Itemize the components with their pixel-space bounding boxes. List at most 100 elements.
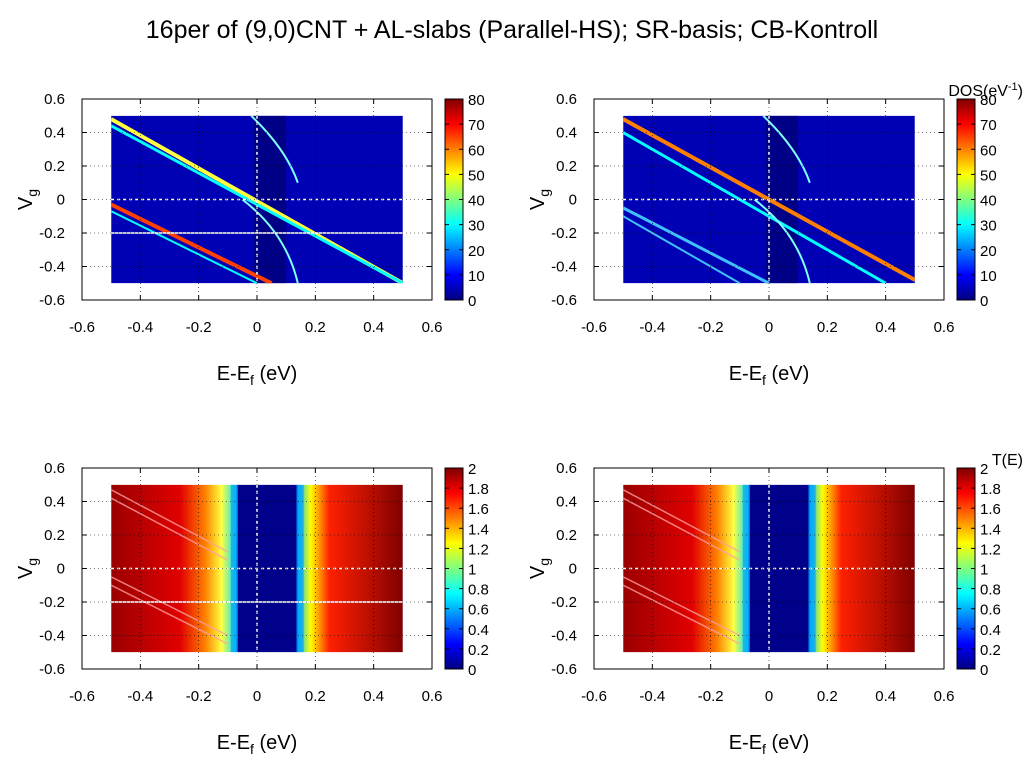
colorbar-tick-label: 10 bbox=[980, 268, 997, 285]
x-tick-label: 0.2 bbox=[305, 688, 326, 705]
x-tick-label: 0.6 bbox=[422, 319, 443, 336]
colorbar-tick-label: 10 bbox=[468, 268, 485, 285]
colorbar-tick-label: 60 bbox=[468, 142, 485, 159]
x-tick-label: 0.2 bbox=[817, 319, 838, 336]
y-tick-label: 0 bbox=[569, 561, 577, 578]
transmission-band-3 bbox=[623, 576, 741, 637]
x-tick-label: -0.2 bbox=[698, 688, 724, 705]
x-tick-label: -0.6 bbox=[581, 688, 607, 705]
colorbar-tick-label: 40 bbox=[980, 193, 997, 210]
x-tick-label: 0 bbox=[253, 688, 261, 705]
colorbar-tick-label: 1 bbox=[980, 562, 988, 579]
y-tick-label: -0.6 bbox=[551, 661, 577, 678]
y-tick-label: 0.2 bbox=[556, 158, 577, 175]
y-tick-label: -0.2 bbox=[551, 225, 577, 242]
colorbar-tick-label: 1 bbox=[468, 562, 476, 579]
transmission-band-2 bbox=[111, 497, 229, 561]
colorbar-tick-label: 1.4 bbox=[980, 521, 1001, 538]
y-tick-label: -0.4 bbox=[39, 628, 65, 645]
colorbar-tick-label: 70 bbox=[468, 117, 485, 134]
y-tick-label: 0.4 bbox=[44, 494, 65, 511]
x-tick-label: -0.2 bbox=[186, 688, 212, 705]
x-tick-label: 0 bbox=[765, 688, 773, 705]
colorbar-tick-label: 60 bbox=[980, 142, 997, 159]
chart-panel-2: -0.6 -0.4 -0.2 0 0.2 0.4 0.6 0.6 0.4 0.2 0 -0.2 -0.4… bbox=[527, 81, 1023, 388]
dos-curve-upper bbox=[762, 115, 811, 184]
colorbar-title: DOS(eV-1) bbox=[948, 81, 1023, 100]
y-tick-label: 0 bbox=[569, 192, 577, 209]
dos-band-2 bbox=[111, 124, 403, 284]
x-tick-label: 0.4 bbox=[875, 319, 896, 336]
x-tick-label: 0.4 bbox=[363, 688, 384, 705]
dos-curve-lower bbox=[241, 198, 299, 284]
colorbar-tick-label: 1.8 bbox=[468, 481, 489, 498]
colorbar-tick-label: 50 bbox=[980, 167, 997, 184]
y-tick-label: 0.4 bbox=[556, 125, 577, 142]
y-tick-label: -0.6 bbox=[39, 661, 65, 678]
y-tick-label: 0 bbox=[57, 561, 65, 578]
y-tick-label: 0.6 bbox=[44, 91, 65, 108]
dos-curve-lower bbox=[753, 198, 811, 284]
y-tick-label: 0.6 bbox=[556, 91, 577, 108]
colorbar-tick-label: 2 bbox=[980, 461, 988, 478]
x-axis-label: E-Ef (eV) bbox=[729, 363, 810, 388]
colorbar-title: T(E) bbox=[992, 452, 1023, 469]
colorbar-tick-label: 0.2 bbox=[980, 642, 1001, 659]
chart-panel-4: -0.6 -0.4 -0.2 0 0.2 0.4 0.6 0.6 0.4 0.2 0 -0.2 -0.4… bbox=[527, 452, 1023, 757]
transmission-band-1 bbox=[111, 489, 229, 553]
colorbar-tick-label: 0.6 bbox=[468, 602, 489, 619]
x-tick-label: -0.2 bbox=[698, 319, 724, 336]
colorbar-tick-label: 0.4 bbox=[980, 622, 1001, 639]
x-tick-label: -0.4 bbox=[639, 319, 665, 336]
transmission-band-2 bbox=[623, 497, 741, 561]
dos-band-2 bbox=[623, 131, 887, 284]
y-tick-label: -0.4 bbox=[39, 259, 65, 276]
colorbar-tick-label: 80 bbox=[980, 92, 997, 109]
y-tick-label: 0.2 bbox=[44, 527, 65, 544]
colorbar-tick-label: 0.8 bbox=[980, 582, 1001, 599]
x-tick-label: 0 bbox=[765, 319, 773, 336]
y-tick-label: -0.2 bbox=[39, 225, 65, 242]
colorbar-tick-label: 80 bbox=[468, 92, 485, 109]
y-axis-label: Vg bbox=[527, 558, 552, 579]
x-tick-label: -0.6 bbox=[581, 319, 607, 336]
colorbar-tick-label: 1.6 bbox=[468, 501, 489, 518]
dos-band-3 bbox=[111, 202, 273, 284]
x-tick-label: 0.6 bbox=[934, 319, 955, 336]
colorbar-tick-label: 1.6 bbox=[980, 501, 1001, 518]
colorbar-tick-label: 20 bbox=[468, 243, 485, 260]
colorbar-tick-label: 70 bbox=[980, 117, 997, 134]
colorbar-tick-label: 20 bbox=[980, 243, 997, 260]
y-axis-label: Vg bbox=[15, 189, 40, 210]
colorbar-tick-label: 1.2 bbox=[468, 541, 489, 558]
colorbar-tick-label: 0 bbox=[980, 293, 988, 310]
colorbar-tick-label: 0.8 bbox=[468, 582, 489, 599]
colorbar-tick-label: 1.4 bbox=[468, 521, 489, 538]
y-tick-label: 0.6 bbox=[44, 460, 65, 477]
chart-panel-1: -0.6 -0.4 -0.2 0 0.2 0.4 0.6 0.6 0.4 0.2 0 -0.2 -0.4… bbox=[15, 91, 485, 388]
y-tick-label: 0 bbox=[57, 192, 65, 209]
y-tick-label: 0.6 bbox=[556, 460, 577, 477]
colorbar-tick-label: 0.6 bbox=[980, 602, 1001, 619]
dos-band-3 bbox=[623, 206, 770, 284]
colorbar-tick-label: 0.2 bbox=[468, 642, 489, 659]
x-tick-label: -0.6 bbox=[69, 319, 95, 336]
transmission-band-4 bbox=[623, 584, 741, 645]
x-tick-label: -0.4 bbox=[639, 688, 665, 705]
x-tick-label: -0.4 bbox=[127, 319, 153, 336]
y-axis-label: Vg bbox=[527, 189, 552, 210]
x-tick-label: 0.4 bbox=[875, 688, 896, 705]
colorbar-tick-label: 0 bbox=[468, 662, 476, 679]
x-tick-label: 0.2 bbox=[817, 688, 838, 705]
y-tick-label: 0.2 bbox=[44, 158, 65, 175]
x-tick-label: 0.6 bbox=[422, 688, 443, 705]
transmission-band-1 bbox=[623, 489, 741, 553]
x-tick-label: 0.2 bbox=[305, 319, 326, 336]
y-tick-label: 0.2 bbox=[556, 527, 577, 544]
x-axis-label: E-Ef (eV) bbox=[217, 363, 298, 388]
colorbar-tick-label: 0 bbox=[468, 293, 476, 310]
dos-band-4 bbox=[623, 215, 741, 284]
y-tick-label: -0.2 bbox=[551, 594, 577, 611]
y-tick-label: -0.4 bbox=[551, 259, 577, 276]
